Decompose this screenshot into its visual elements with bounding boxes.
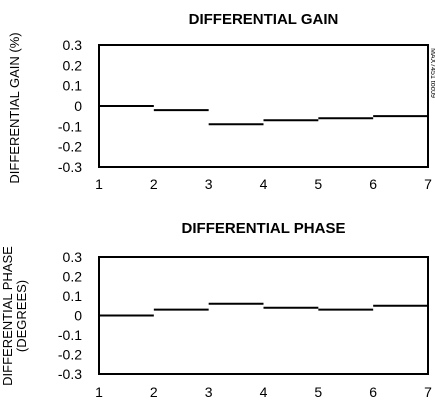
chart-id-label: MAX7451 toc09 xyxy=(429,48,435,98)
y-axis-label: DIFFERENTIAL PHASE xyxy=(0,246,15,386)
x-tick-label: 4 xyxy=(260,384,268,400)
x-tick-label: 2 xyxy=(150,176,158,192)
y-tick-label: -0.1 xyxy=(58,327,82,343)
x-tick-label: 5 xyxy=(314,176,322,192)
y-tick-label: -0.1 xyxy=(58,118,82,134)
y-tick-label: 0.3 xyxy=(63,37,83,53)
x-tick-label: 7 xyxy=(424,384,432,400)
y-tick-label: 0.3 xyxy=(63,249,83,265)
y-tick-label: -0.3 xyxy=(58,159,82,175)
x-tick-label: 1 xyxy=(95,384,103,400)
y-tick-label: 0.2 xyxy=(63,57,83,73)
x-tick-label: 2 xyxy=(150,384,158,400)
y-tick-label: 0.1 xyxy=(63,78,83,94)
x-tick-label: 6 xyxy=(369,176,377,192)
y-tick-label: 0.2 xyxy=(63,269,83,285)
y-tick-label: 0.1 xyxy=(63,288,83,304)
y-axis-label: (DEGREES) xyxy=(14,280,29,352)
y-tick-label: -0.2 xyxy=(58,139,82,155)
x-tick-label: 3 xyxy=(205,176,213,192)
y-axis-label: DIFFERENTIAL GAIN (%) xyxy=(7,32,22,183)
x-tick-label: 4 xyxy=(260,176,268,192)
x-tick-label: 6 xyxy=(369,384,377,400)
chart-title: DIFFERENTIAL GAIN xyxy=(189,11,339,28)
y-tick-label: 0 xyxy=(74,308,82,324)
y-tick-label: -0.3 xyxy=(58,366,82,382)
chart-title: DIFFERENTIAL PHASE xyxy=(182,220,346,237)
x-tick-label: 1 xyxy=(95,176,103,192)
y-tick-label: -0.2 xyxy=(58,347,82,363)
x-tick-label: 3 xyxy=(205,384,213,400)
chart-panel-1: DIFFERENTIAL GAIN 0.3 0.2 0.1 0 -0.1 -0.2 -0.3 1… xyxy=(7,11,435,192)
chart-panel-2: DIFFERENTIAL PHASE 0.3 0.2 0.1 0 -0.1 -0.2 -0.3… xyxy=(0,220,432,400)
x-tick-label: 7 xyxy=(424,176,432,192)
x-tick-label: 5 xyxy=(314,384,322,400)
y-tick-label: 0 xyxy=(74,98,82,114)
